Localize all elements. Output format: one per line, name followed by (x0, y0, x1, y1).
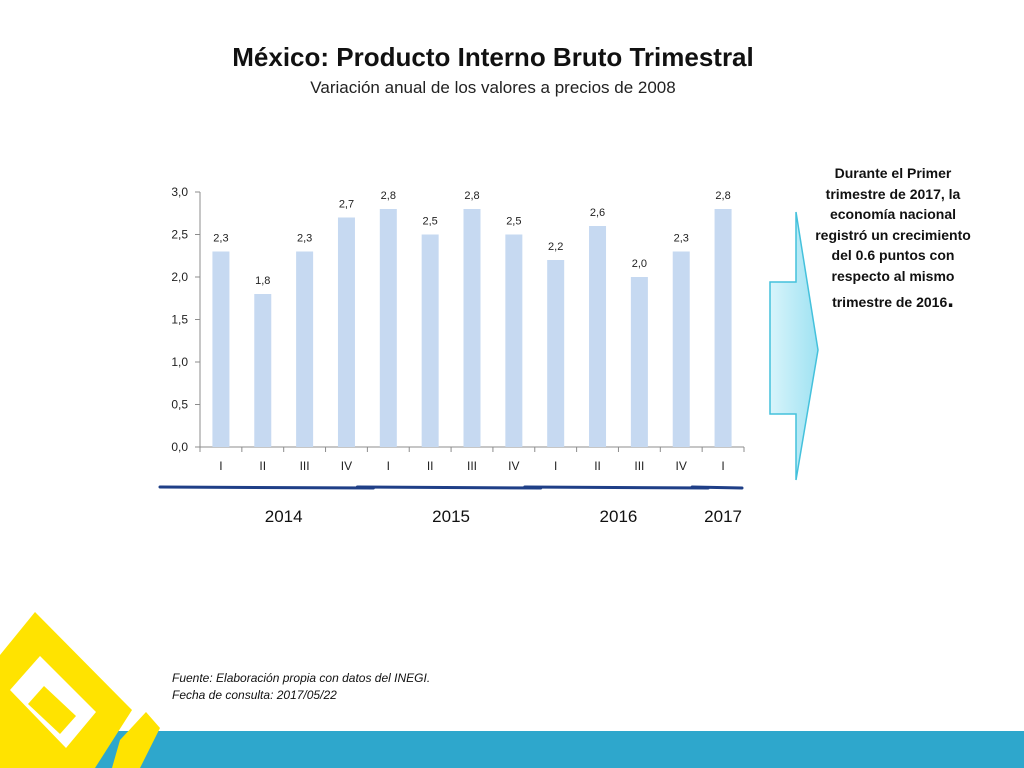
bar (630, 277, 648, 447)
y-tick-label: 0,5 (171, 398, 188, 412)
note-line: registró un crecimiento (815, 226, 971, 243)
callout-arrow-icon (769, 211, 819, 481)
x-tick-label: III (634, 459, 644, 473)
year-label: 2016 (600, 507, 638, 526)
footer-band (0, 731, 1024, 768)
year-line (158, 485, 375, 490)
y-tick-label: 1,0 (171, 355, 188, 369)
data-label: 2,6 (590, 207, 605, 219)
chart-title: México: Producto Interno Bruto Trimestra… (232, 42, 754, 72)
y-tick-label: 0,0 (171, 440, 188, 454)
x-tick-label: I (554, 459, 557, 473)
bar (714, 209, 732, 447)
data-label: 2,8 (381, 190, 396, 202)
x-tick-label: I (387, 459, 390, 473)
y-tick-label: 1,5 (171, 313, 188, 327)
data-label: 2,3 (674, 233, 689, 245)
data-label: 2,8 (715, 190, 730, 202)
brand-logo-icon (0, 612, 160, 768)
data-label: 2,7 (339, 199, 354, 211)
x-tick-label: I (219, 459, 222, 473)
x-tick-label: III (467, 459, 477, 473)
bar (254, 294, 272, 447)
note-line: economía nacional (829, 206, 957, 222)
data-label: 2,8 (464, 190, 479, 202)
x-tick-label: III (300, 459, 310, 473)
year-label: 2014 (265, 507, 303, 526)
data-label: 2,5 (423, 216, 438, 228)
x-tick-label: IV (508, 459, 519, 473)
year-line (355, 485, 543, 490)
note-line: trimestre de 2017, la (825, 185, 961, 202)
note-line: del 0.6 puntos con (831, 247, 955, 263)
note-period: . (947, 286, 954, 313)
data-label: 2,0 (632, 258, 647, 270)
summary-note: Durante el Primer trimestre de 2017, la … (808, 163, 978, 313)
bar (421, 234, 439, 447)
x-tick-label: II (259, 459, 266, 473)
year-groups: 2014 2015 2016 2017 (158, 485, 744, 526)
bar (463, 209, 481, 447)
bar (296, 251, 314, 447)
data-label: 2,3 (297, 233, 312, 245)
note-line: respecto al mismo (831, 267, 955, 284)
year-line (523, 485, 710, 490)
source-date: Fecha de consulta: 2017/05/22 (172, 688, 337, 702)
data-label: 2,2 (548, 241, 563, 253)
note-line-last: trimestre de 2016. (808, 288, 978, 313)
source-line: Fuente: Elaboración propia con datos del… (172, 671, 431, 685)
bar (212, 251, 230, 447)
y-tick-label: 2,0 (171, 270, 188, 284)
x-tick-label: IV (341, 459, 352, 473)
bar (547, 260, 565, 447)
bar (379, 209, 397, 447)
note-line: Durante el Primer (834, 165, 952, 181)
x-tick-label: I (721, 459, 724, 473)
data-label: 2,3 (213, 233, 228, 245)
year-label: 2017 (704, 507, 742, 526)
x-tick-label: IV (676, 459, 687, 473)
bar (337, 217, 355, 447)
x-tick-label: II (594, 459, 601, 473)
y-tick-label: 2,5 (171, 228, 188, 242)
year-label: 2015 (432, 507, 470, 526)
data-label: 1,8 (255, 275, 270, 287)
chart-bars: 2,3I1,8II2,3III2,7IV2,8I2,5II2,8III2,5IV… (212, 190, 732, 473)
source-note: Fuente: Elaboración propia con datos del… (172, 670, 430, 704)
note-line: trimestre de 2016 (832, 294, 948, 310)
y-tick-label: 3,0 (171, 185, 188, 199)
bar (672, 251, 690, 447)
x-tick-label: II (427, 459, 434, 473)
chart-subtitle: Variación anual de los valores a precios… (310, 78, 676, 97)
data-label: 2,5 (506, 216, 521, 228)
year-line (690, 485, 744, 490)
bar (589, 226, 607, 447)
bar (505, 234, 523, 447)
